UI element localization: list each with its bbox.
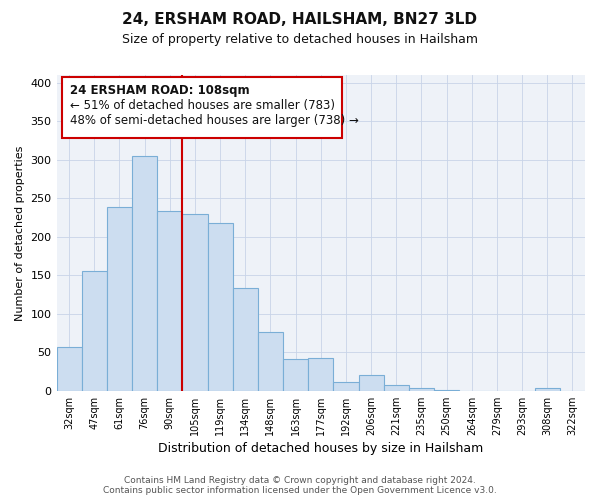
- Bar: [182, 214, 208, 391]
- Bar: [409, 388, 434, 391]
- Bar: [56, 347, 82, 391]
- Bar: [334, 382, 359, 391]
- Bar: [434, 390, 459, 391]
- FancyBboxPatch shape: [62, 76, 342, 138]
- Text: 48% of semi-detached houses are larger (738) →: 48% of semi-detached houses are larger (…: [70, 114, 359, 128]
- Bar: [208, 223, 233, 391]
- Y-axis label: Number of detached properties: Number of detached properties: [15, 145, 25, 320]
- Text: 24 ERSHAM ROAD: 108sqm: 24 ERSHAM ROAD: 108sqm: [70, 84, 250, 96]
- Bar: [383, 386, 409, 391]
- Bar: [233, 288, 258, 391]
- Bar: [132, 156, 157, 391]
- Text: Size of property relative to detached houses in Hailsham: Size of property relative to detached ho…: [122, 32, 478, 46]
- Bar: [107, 208, 132, 391]
- Bar: [258, 332, 283, 391]
- Bar: [535, 388, 560, 391]
- Text: Contains public sector information licensed under the Open Government Licence v3: Contains public sector information licen…: [103, 486, 497, 495]
- Text: Contains HM Land Registry data © Crown copyright and database right 2024.: Contains HM Land Registry data © Crown c…: [124, 476, 476, 485]
- Bar: [82, 272, 107, 391]
- X-axis label: Distribution of detached houses by size in Hailsham: Distribution of detached houses by size …: [158, 442, 484, 455]
- Bar: [283, 359, 308, 391]
- Bar: [157, 212, 182, 391]
- Text: ← 51% of detached houses are smaller (783): ← 51% of detached houses are smaller (78…: [70, 98, 335, 112]
- Text: 24, ERSHAM ROAD, HAILSHAM, BN27 3LD: 24, ERSHAM ROAD, HAILSHAM, BN27 3LD: [122, 12, 478, 28]
- Bar: [359, 376, 383, 391]
- Bar: [308, 358, 334, 391]
